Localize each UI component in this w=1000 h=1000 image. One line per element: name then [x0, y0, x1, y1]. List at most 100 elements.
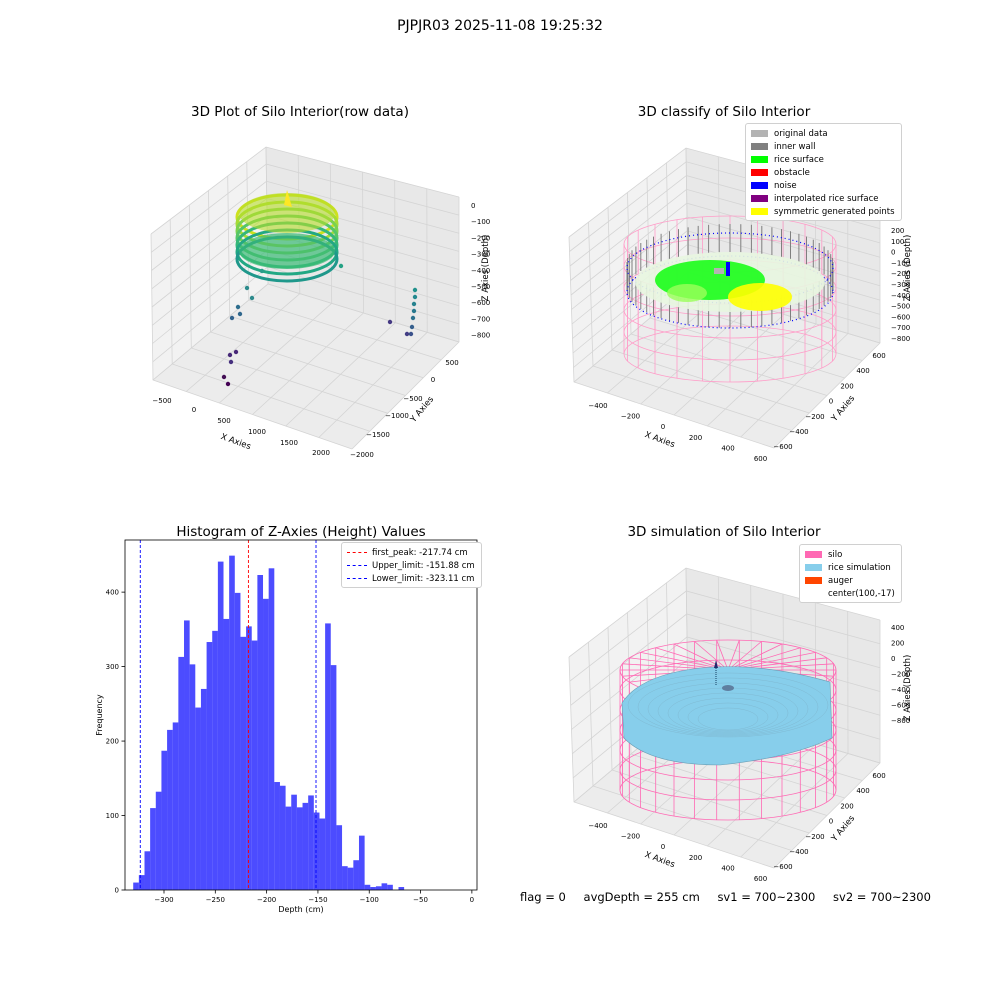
p4-auger-tip [714, 660, 718, 668]
panel4-title: 3D simulation of Silo Interior [627, 524, 821, 540]
legend-label: rice simulation [828, 562, 891, 573]
legend-entry: original data [751, 127, 895, 140]
p4-grid-z [571, 636, 881, 730]
p4-z-tick-label: −200 [891, 671, 910, 679]
legend-line [347, 578, 367, 579]
panel3-title: Histogram of Z-Axies (Height) Values [176, 524, 426, 540]
p4-center-marker [722, 685, 734, 691]
p4-silo-roof-line [622, 663, 729, 671]
p1-x-tick-label: 1500 [280, 439, 298, 447]
p4-x-tick-label: −200 [621, 833, 640, 841]
p4-silo-wire [619, 639, 837, 821]
p1-grid-x [219, 163, 333, 404]
p2-inner-wall [626, 224, 834, 328]
p1-grid-x [285, 180, 396, 427]
p4-x-tick-label: 200 [689, 854, 702, 862]
p2-rice-surface-patch [667, 284, 707, 302]
p1-grid-z [152, 232, 460, 326]
p2-silo-ring [623, 215, 837, 273]
p1-data-point [408, 331, 414, 337]
p3-axes-frame [124, 539, 478, 891]
p2-grid-z [573, 285, 881, 383]
p1-pane-left [151, 147, 268, 380]
status-sv2: sv2 = 700~2300 [833, 890, 931, 904]
p2-z-tick-label: −700 [891, 324, 910, 332]
p2-grid-x [607, 156, 721, 394]
p2-silo-ring [623, 303, 837, 361]
p3-bar [167, 729, 173, 890]
legend-entry: rice surface [751, 153, 895, 166]
panel2-legend: original data inner wall rice surface obsta… [745, 123, 902, 221]
p2-silo-ring [623, 281, 837, 339]
p4-rice-simulation [621, 666, 833, 766]
legend-entry: symmetric generated points [751, 205, 895, 218]
p2-z-tick-label: −500 [891, 303, 910, 311]
p4-grid-x [640, 585, 753, 825]
p4-rice-mesh-ring [697, 707, 759, 731]
p3-x-tick-label: −200 [257, 896, 276, 904]
p4-grid-x [773, 620, 881, 869]
p1-pane-back [266, 147, 459, 342]
p1-y-tick-label: −500 [403, 395, 422, 403]
p3-bar [302, 802, 309, 890]
p1-grid-x [152, 146, 269, 381]
legend-label: inner wall [774, 141, 816, 152]
p1-data-point [409, 324, 415, 330]
p1-grid-y [208, 190, 406, 396]
p1-x-tick-label: −500 [152, 397, 171, 405]
p4-silo-roof-line [727, 641, 762, 671]
p2-rice-surface [655, 260, 765, 300]
p2-z-tick-label: −600 [891, 313, 910, 321]
legend-entry: Upper_limit: -151.88 cm [347, 559, 475, 572]
p1-z-tick-label: −200 [471, 234, 490, 242]
p1-rice-surface-ring [235, 214, 339, 262]
p4-grid-y [588, 642, 792, 851]
p3-bar [217, 561, 224, 890]
p4-gridlines [568, 567, 881, 869]
p1-grid-y [227, 175, 424, 379]
p3-bars [133, 555, 405, 890]
p1-data-point [411, 301, 417, 307]
legend-swatch [751, 169, 768, 176]
panel4-legend: silo rice simulation auger center(100,-17) [799, 544, 902, 603]
p1-grid-z [151, 180, 460, 271]
p1-grid-x [351, 197, 460, 450]
p4-silo-roof-line [727, 669, 783, 697]
p1-pane-floor [153, 284, 459, 449]
p2-pane-left [569, 148, 688, 382]
p4-rice-mesh-ring [637, 677, 819, 737]
legend-label: center(100,-17) [828, 588, 895, 599]
p1-rice-surface-ring [235, 207, 339, 255]
p1-data-point [387, 319, 393, 325]
p3-bar [342, 866, 348, 890]
p4-grid-z [572, 659, 881, 755]
p2-z-tick-label: −400 [891, 292, 910, 300]
p4-grid-x [673, 593, 785, 836]
p3-bar [150, 808, 156, 890]
p3-bar [274, 782, 280, 890]
p3-x-axis-label: Depth (cm) [278, 905, 323, 914]
p3-bar [212, 630, 218, 890]
legend-label: interpolated rice surface [774, 193, 879, 204]
p3-bar [246, 626, 252, 890]
p1-grid-y [246, 161, 442, 361]
p4-grid-z [573, 705, 881, 803]
p4-x-tick-label: 600 [754, 875, 767, 883]
p4-silo-roof-line [727, 669, 740, 700]
p3-bar [251, 640, 258, 890]
legend-swatch [805, 590, 822, 597]
p3-bar [375, 886, 382, 890]
p3-bar [206, 642, 213, 890]
p2-grid-y [607, 207, 810, 414]
p3-bar [268, 568, 275, 890]
p1-z-axis-label: Z Axies (Depth) [481, 235, 491, 302]
legend-swatch [805, 577, 822, 584]
p4-grid-y [646, 597, 845, 799]
p4-x-tick-label: −400 [588, 822, 607, 830]
legend-swatch [805, 564, 822, 571]
p1-grid-z [152, 283, 460, 381]
p3-plot-area [125, 540, 477, 890]
p4-silo-roof-line [716, 640, 729, 671]
legend-entry: center(100,-17) [805, 587, 895, 600]
p3-bar [370, 887, 376, 890]
